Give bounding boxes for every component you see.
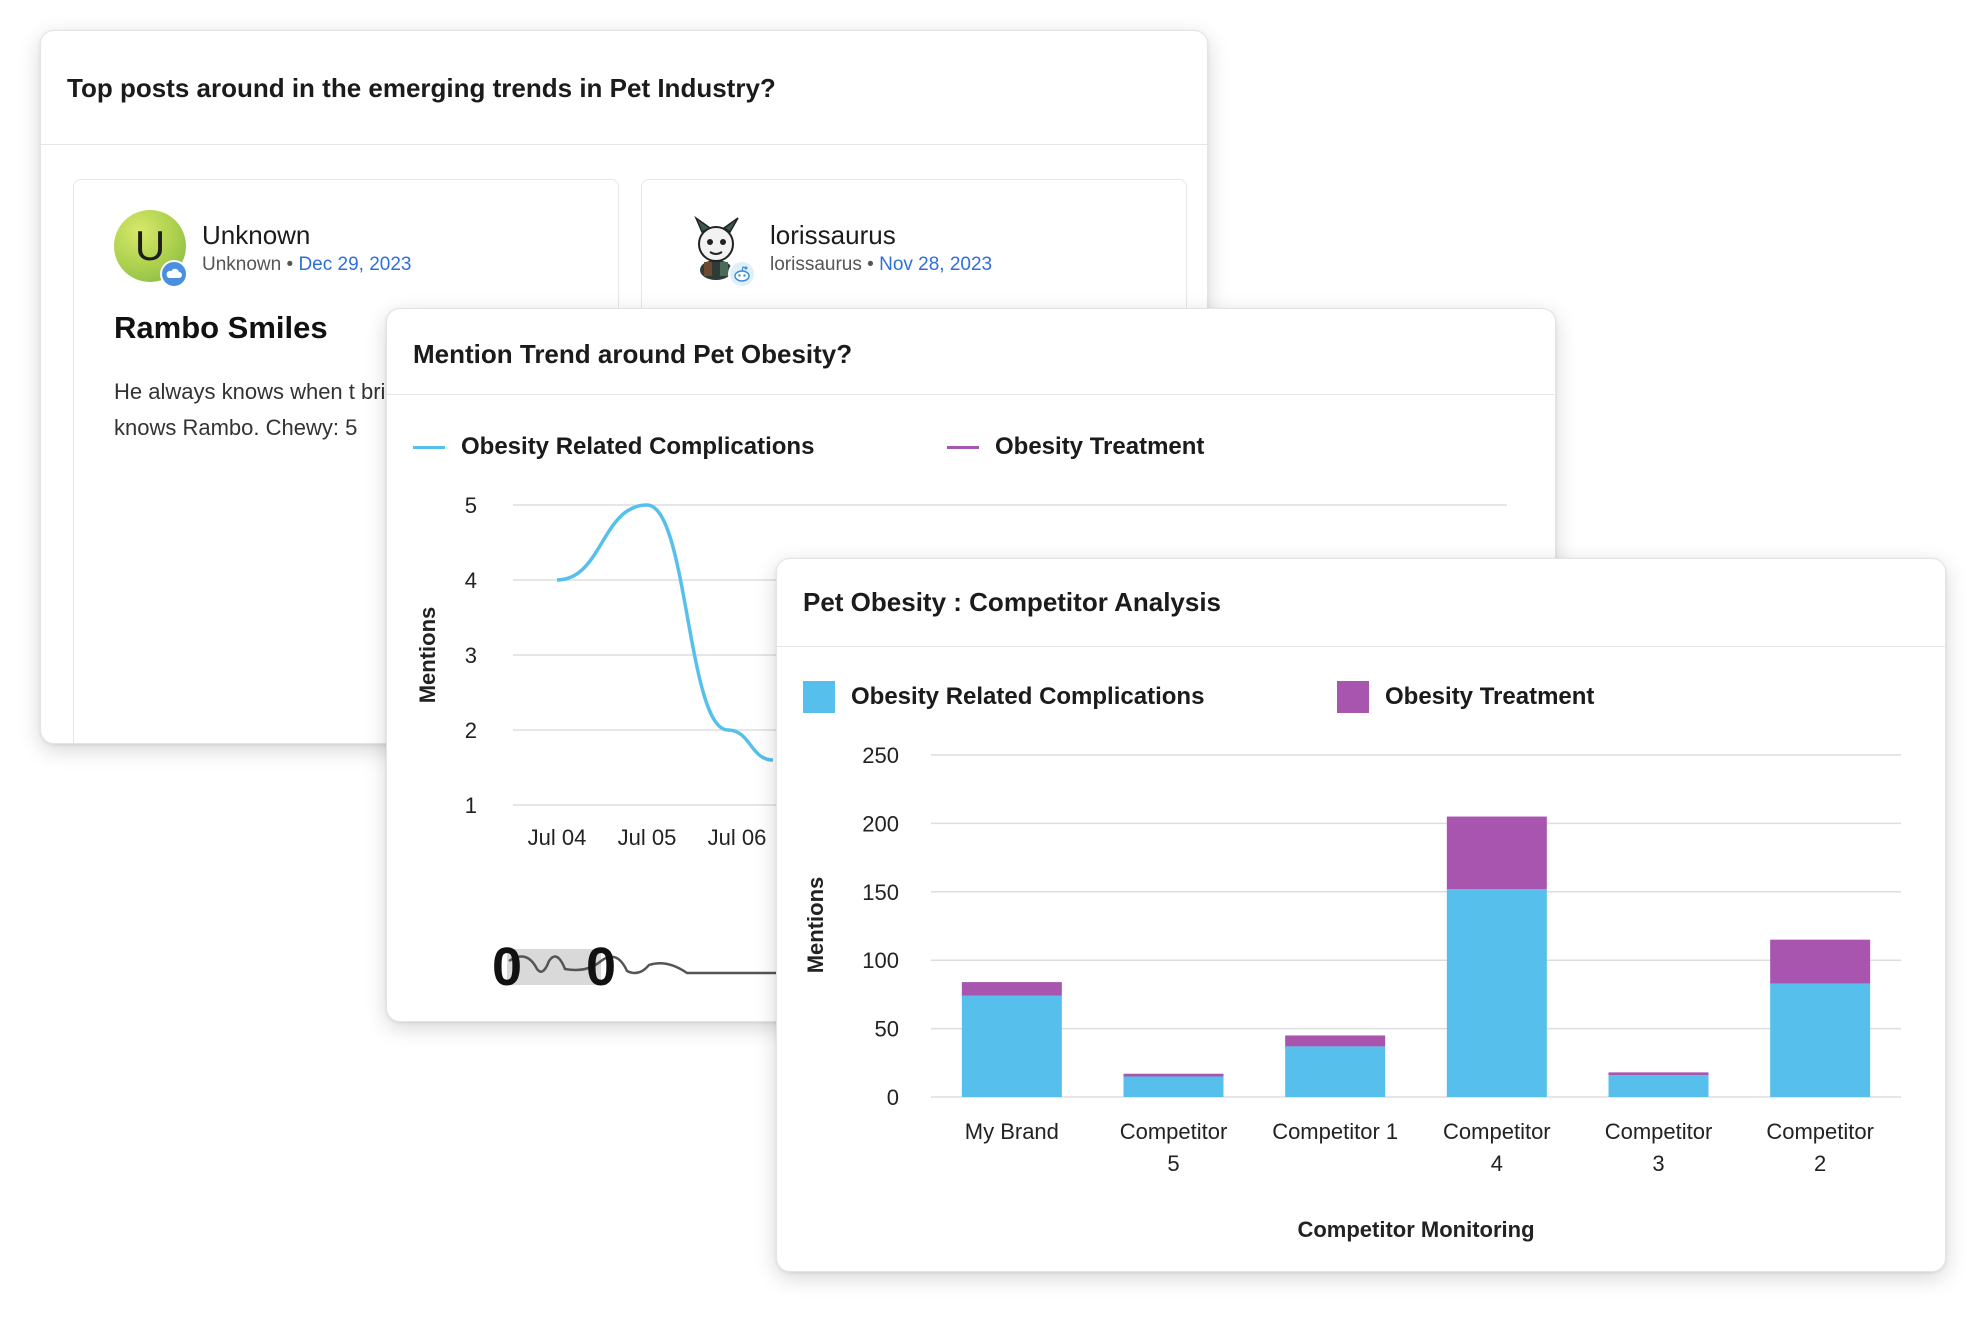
- competitor-bar-chart: 250 200 150 100 50 0 Mentions My Brand Competito…: [803, 743, 1901, 1242]
- x-tick-label: Jul 06: [708, 825, 767, 850]
- post-title[interactable]: Rambo Smiles: [114, 310, 328, 345]
- legend-item-treatment[interactable]: Obesity Treatment: [1337, 681, 1594, 713]
- post-date[interactable]: Dec 29, 2023: [298, 254, 412, 275]
- x-tick-label: Competitor: [1766, 1119, 1874, 1144]
- y-tick-label: 250: [862, 743, 899, 768]
- legend-label: Obesity Treatment: [995, 433, 1205, 460]
- x-tick-label: Jul 05: [618, 825, 677, 850]
- competitor-analysis-card: Pet Obesity : Competitor Analysis Obesit…: [776, 558, 1946, 1272]
- bar-segment[interactable]: [1770, 939, 1871, 984]
- y-tick-label: 0: [887, 1085, 899, 1110]
- meta-separator: •: [286, 254, 294, 275]
- meta-separator: •: [867, 254, 874, 275]
- brush-selection: [507, 949, 601, 985]
- x-tick-label: Competitor 1: [1272, 1119, 1398, 1144]
- mention-trend-title: Mention Trend around Pet Obesity?: [387, 309, 1555, 395]
- post-date[interactable]: Nov 28, 2023: [879, 254, 993, 275]
- x-axis-label: Competitor Monitoring: [1297, 1217, 1534, 1242]
- bar-segment[interactable]: [1285, 1046, 1386, 1097]
- competitor-analysis-title: Pet Obesity : Competitor Analysis: [777, 559, 1945, 647]
- legend-item-treatment[interactable]: Obesity Treatment: [947, 433, 1204, 461]
- y-tick-label: 100: [862, 948, 899, 973]
- y-tick-label: 3: [465, 643, 477, 668]
- legend-label: Obesity Related Complications: [461, 433, 815, 460]
- y-tick-label: 5: [465, 493, 477, 518]
- bar-segment[interactable]: [1446, 889, 1547, 1097]
- x-tick-label: 5: [1167, 1151, 1179, 1176]
- post-meta: Unknown • Dec 29, 2023: [202, 254, 411, 276]
- post-body: He always knows when t bringing his food…: [114, 379, 600, 440]
- brush-sparkline: [508, 955, 807, 975]
- y-tick-label: 2: [465, 718, 477, 743]
- post-author[interactable]: lorissaurus: [770, 220, 896, 250]
- legend-label: Obesity Treatment: [1385, 683, 1595, 710]
- x-tick-label: My Brand: [965, 1119, 1059, 1144]
- legend-label: Obesity Related Complications: [851, 683, 1205, 710]
- x-tick-label: Jul 04: [528, 825, 587, 850]
- x-tick-label: Competitor: [1120, 1119, 1228, 1144]
- y-axis-label: Mentions: [415, 607, 440, 704]
- top-posts-title: Top posts around in the emerging trends …: [41, 31, 1207, 145]
- bar-segment[interactable]: [961, 982, 1062, 996]
- bar-segment[interactable]: [1770, 983, 1871, 1097]
- y-tick-label: 200: [862, 811, 899, 836]
- y-axis-label: Mentions: [803, 877, 828, 974]
- brush-handle[interactable]: 0: [492, 937, 522, 997]
- y-tick-label: 150: [862, 880, 899, 905]
- bar-segment[interactable]: [961, 995, 1062, 1097]
- legend-item-complications[interactable]: Obesity Related Complications: [803, 681, 1204, 713]
- x-tick-label: 2: [1814, 1151, 1826, 1176]
- y-tick-label: 50: [875, 1017, 899, 1042]
- series-line: [556, 503, 774, 762]
- bar-segment[interactable]: [1123, 1076, 1224, 1097]
- x-tick-label: 3: [1652, 1151, 1664, 1176]
- cartoon-avatar-icon: [682, 210, 754, 282]
- y-tick-label: 4: [465, 568, 477, 593]
- bar-segment[interactable]: [1446, 816, 1547, 890]
- legend-swatch: [1337, 681, 1369, 713]
- legend-swatch: [803, 681, 835, 713]
- post-handle: Unknown: [202, 254, 282, 275]
- legend-swatch: [947, 445, 979, 449]
- reddit-icon: [728, 260, 756, 288]
- bar-segment[interactable]: [1285, 1035, 1386, 1047]
- post-handle: lorissaurus: [770, 254, 862, 275]
- x-tick-label: 4: [1491, 1151, 1503, 1176]
- x-tick-label: Competitor: [1443, 1119, 1551, 1144]
- cloud-icon: [160, 260, 188, 288]
- x-tick-label: Competitor: [1605, 1119, 1713, 1144]
- legend-swatch: [413, 445, 445, 449]
- post-author[interactable]: Unknown: [202, 220, 311, 250]
- brush-handle[interactable]: 0: [586, 937, 616, 997]
- post-meta: lorissaurus • Nov 28, 2023: [770, 254, 992, 276]
- bar-segment[interactable]: [1608, 1075, 1709, 1097]
- bar-segment[interactable]: [1123, 1073, 1224, 1077]
- avatar: U: [114, 210, 186, 282]
- legend-item-complications[interactable]: Obesity Related Complications: [413, 433, 814, 461]
- bar-segment[interactable]: [1608, 1072, 1709, 1076]
- y-tick-label: 1: [465, 793, 477, 818]
